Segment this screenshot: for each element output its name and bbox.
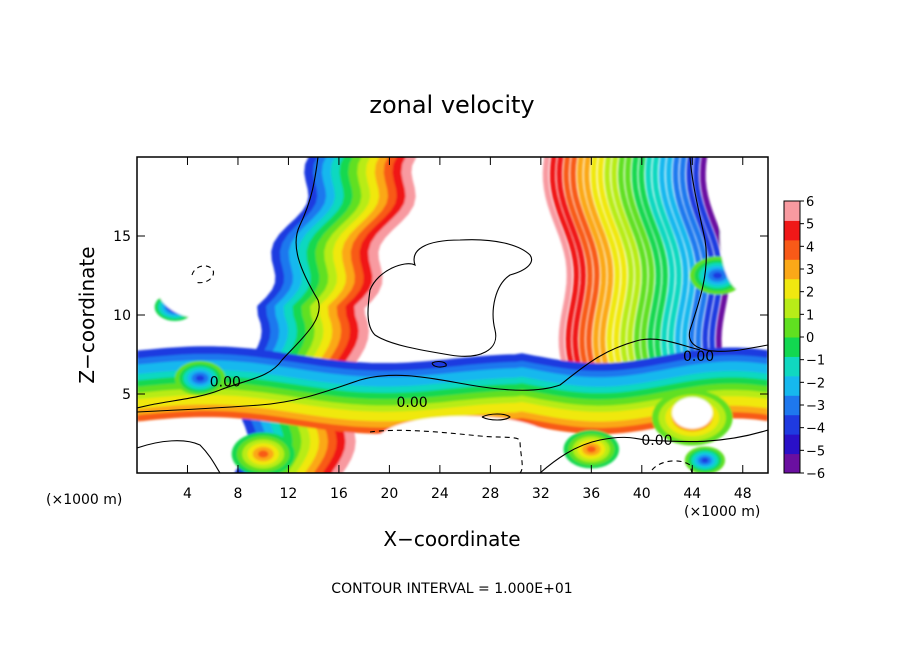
colorbar-label: −2 (806, 376, 825, 391)
x-tick-label: 36 (582, 486, 600, 502)
colorbar-swatch (784, 434, 800, 455)
y-tick-label: 5 (122, 387, 131, 403)
colorbar-label: 6 (806, 195, 814, 210)
x-tick-label: 48 (734, 486, 752, 502)
x-unit-right: (×1000 m) (684, 504, 760, 520)
colorbar-swatch (784, 337, 800, 357)
contour-label: 0.00 (641, 433, 672, 449)
velocity-field (137, 157, 768, 473)
x-tick-label: 12 (280, 486, 298, 502)
colorbar-swatch (784, 298, 800, 319)
colorbar-swatch (784, 259, 800, 280)
contour-interval-note: CONTOUR INTERVAL = 1.000E+01 (331, 581, 572, 597)
colorbar-label: −5 (806, 444, 825, 459)
colorbar: −6 −5 −4 −3 −2 −1 0 1 2 3 4 5 6 (783, 195, 825, 482)
zero-contour (137, 338, 701, 413)
zero-contour (137, 157, 320, 409)
x-tick-label: 24 (431, 486, 449, 502)
zero-contour (431, 361, 447, 368)
x-axis-ticks: 4 8 12 16 20 24 28 32 36 40 44 48 (183, 157, 752, 502)
x-tick-label: 16 (330, 486, 348, 502)
x-tick-label: 28 (481, 486, 499, 502)
x-tick-label: 40 (633, 486, 651, 502)
y-tick-label: 10 (113, 308, 131, 324)
x-unit-left: (×1000 m) (46, 492, 122, 508)
zero-contour (137, 440, 221, 473)
contour-label: 0.00 (683, 349, 714, 365)
zero-contour (481, 413, 511, 421)
colorbar-swatch (784, 453, 800, 474)
zero-contour (367, 239, 533, 357)
x-tick-label: 8 (233, 486, 242, 502)
x-tick-label: 32 (532, 486, 550, 502)
colorbar-label: 0 (806, 331, 814, 346)
colorbar-label: 4 (806, 240, 814, 255)
negative-contour (369, 429, 523, 473)
chart-title: zonal velocity (369, 91, 534, 119)
plot-area: 0.000.000.000.00 4 8 12 16 20 24 28 32 36 40 44 48 … (113, 156, 769, 502)
colorbar-label: −1 (806, 354, 825, 369)
y-tick-label: 15 (113, 229, 131, 245)
x-tick-label: 20 (380, 486, 398, 502)
contour-label: 0.00 (397, 395, 428, 411)
colorbar-swatch (784, 239, 800, 260)
colorbar-swatch (784, 414, 800, 435)
zero-contour (539, 429, 768, 473)
colorbar-label: −4 (806, 422, 825, 437)
contour-label: 0.00 (210, 374, 241, 390)
contour-labels: 0.00 0.00 0.00 0.00 (210, 349, 714, 449)
x-tick-label: 44 (683, 486, 701, 502)
colorbar-label: 5 (806, 218, 814, 233)
colorbar-swatch (784, 278, 800, 299)
colorbar-label: 1 (806, 308, 814, 323)
y-axis-ticks: 5 10 15 (113, 229, 768, 403)
colorbar-swatch (784, 220, 800, 241)
colorbar-label: −6 (806, 467, 825, 482)
colorbar-swatch (784, 317, 800, 338)
colorbar-label: 3 (806, 263, 814, 278)
colorbar-swatch (784, 375, 800, 396)
x-axis-label: X−coordinate (383, 527, 520, 551)
x-tick-label: 4 (183, 486, 192, 502)
y-axis-label: Z−coordinate (75, 246, 99, 383)
colorbar-swatch (784, 356, 800, 377)
colorbar-swatch (784, 201, 800, 221)
zero-contour (688, 157, 768, 352)
negative-contour (651, 460, 693, 473)
colorbar-label: 2 (806, 286, 814, 301)
colorbar-label: −3 (806, 399, 825, 414)
colorbar-swatch (784, 395, 800, 416)
contour-lines (137, 157, 768, 473)
